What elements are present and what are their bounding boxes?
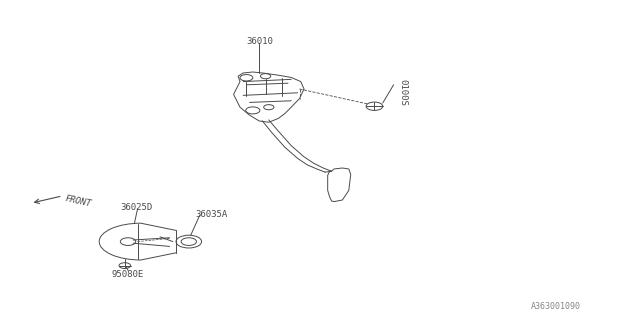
Text: 36035A: 36035A [195, 210, 227, 219]
Text: A363001090: A363001090 [531, 302, 581, 311]
Text: 36025D: 36025D [120, 203, 152, 212]
Text: FRONT: FRONT [64, 194, 92, 208]
Circle shape [366, 102, 383, 110]
Text: 95080E: 95080E [112, 270, 144, 279]
Text: 0100S: 0100S [398, 79, 407, 106]
Text: 36010: 36010 [246, 37, 273, 46]
